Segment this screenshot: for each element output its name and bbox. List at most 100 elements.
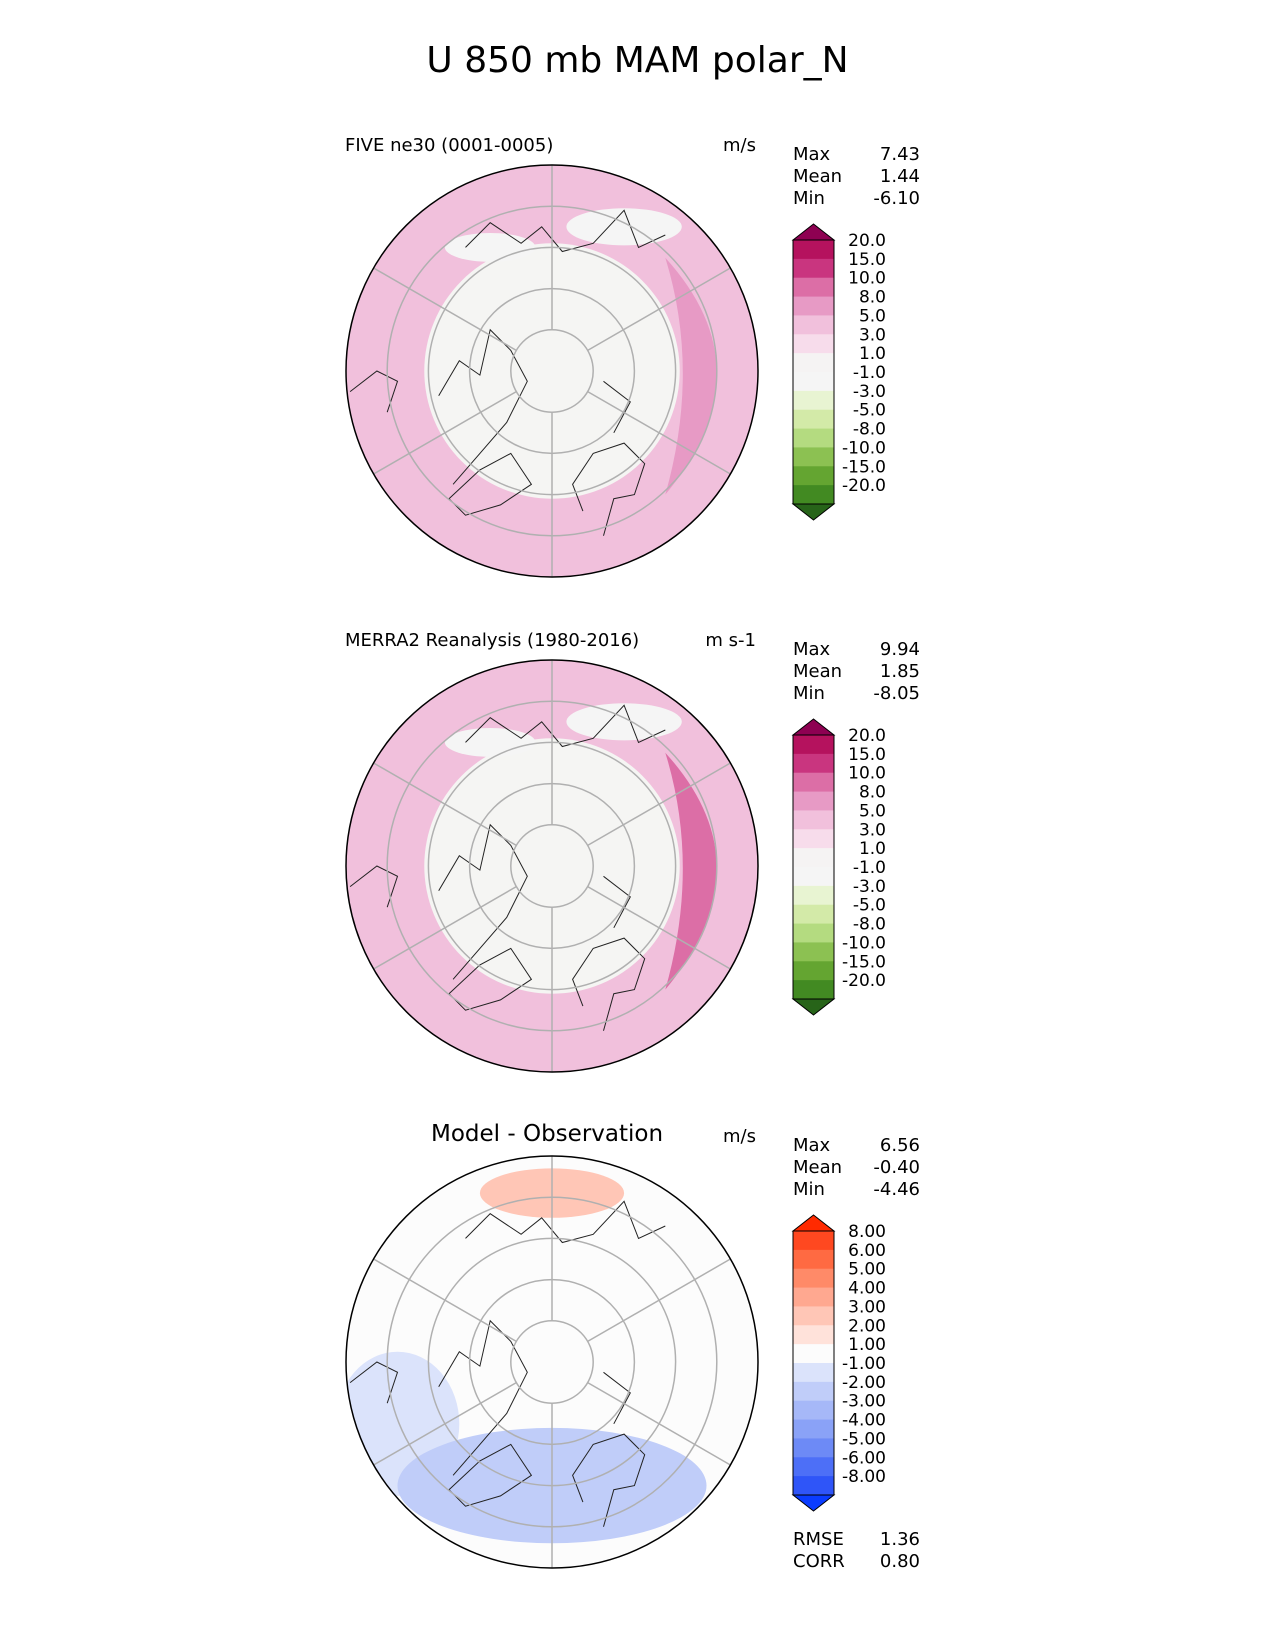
colorbar-tick-label: -1.0: [853, 363, 886, 383]
colorbar-tick-label: 5.0: [859, 306, 886, 326]
coastline: [448, 1443, 533, 1507]
colorbar-segment: [793, 428, 834, 448]
polar-map-2: [345, 659, 759, 1073]
panel-3-corr: 0.80: [879, 1551, 920, 1572]
colorbar-tick-label: 1.0: [859, 839, 886, 859]
colorbar-1: 20.015.010.08.05.03.01.0-1.0-3.0-5.0-8.0…: [791, 223, 886, 521]
colorbar-tick-label: -1.00: [842, 1354, 886, 1374]
field-east-asia: [566, 703, 682, 741]
colorbar-tick-label: -3.00: [842, 1392, 886, 1412]
panel-1-stats: Max 7.43 Mean 1.44 Min -6.10: [793, 144, 920, 209]
colorbar-segment: [793, 485, 834, 505]
coastline: [448, 452, 533, 516]
colorbar-segment: [793, 372, 834, 392]
field-inner-calm: [424, 243, 680, 499]
colorbar-tick-label: 2.00: [848, 1316, 886, 1336]
colorbar-segment: [793, 923, 834, 943]
colorbar-segment: [793, 1287, 834, 1307]
colorbar-segment: [793, 1325, 834, 1345]
colorbar-extend-bottom: [791, 998, 836, 1016]
colorbar-tick-label: -5.0: [853, 896, 886, 916]
colorbar-tick-label: 20.0: [848, 231, 886, 251]
colorbar-extend-top: [791, 718, 836, 736]
colorbar-segment: [793, 447, 834, 467]
panel-1-title: FIVE ne30 (0001-0005): [345, 135, 554, 156]
coastline: [448, 947, 533, 1011]
colorbar-tick-label: -15.0: [842, 952, 886, 972]
panel-2-units: m s-1: [705, 630, 756, 651]
colorbar-segment: [793, 277, 834, 298]
colorbar-segment: [793, 772, 834, 793]
colorbar-segment: [793, 296, 834, 316]
panel-3-max: 6.56: [879, 1135, 920, 1156]
colorbar-tick-label: 4.00: [848, 1279, 886, 1299]
colorbar-segment: [793, 867, 834, 887]
panel-3-rmse: 1.36: [879, 1529, 920, 1550]
field-atlantic-jet: [665, 752, 717, 990]
coastline: [438, 823, 528, 980]
field-pole-negative: [506, 1304, 598, 1379]
panel-2-stats: Max 9.94 Mean 1.85 Min -8.05: [793, 639, 920, 704]
panel-3-title: Model - Observation: [431, 1121, 664, 1147]
field-canadian-arctic: [444, 727, 536, 757]
colorbar-segment: [793, 1268, 834, 1289]
colorbar-tick-label: -4.00: [842, 1411, 886, 1431]
panel-3-units: m/s: [723, 1126, 756, 1147]
colorbar-segment: [793, 942, 834, 962]
colorbar-tick-label: -6.00: [842, 1448, 886, 1468]
colorbar-segment: [793, 1476, 834, 1496]
colorbar-segment: [793, 1419, 834, 1439]
colorbar-segment: [793, 258, 834, 279]
colorbar-segment: [793, 1344, 834, 1364]
colorbar-segment: [793, 240, 834, 260]
colorbar-tick-label: -20.0: [842, 476, 886, 496]
colorbar-segment: [793, 1306, 834, 1326]
meridian-line: [587, 390, 731, 475]
colorbar-extend-top: [791, 223, 836, 241]
colorbar-tick-label: -15.0: [842, 457, 886, 477]
map-boundary: [345, 1155, 759, 1569]
colorbar-tick-label: 1.00: [848, 1335, 886, 1355]
colorbar-segment: [793, 810, 834, 830]
panel-2-mean: 1.85: [879, 661, 920, 682]
panel-1-max: 7.43: [879, 144, 920, 165]
meridian-line: [587, 762, 731, 847]
panel-3-min: -4.46: [873, 1179, 920, 1200]
colorbar-segment: [793, 885, 834, 906]
colorbar-segment: [793, 1249, 834, 1270]
colorbar-tick-label: 20.0: [848, 726, 886, 746]
colorbar-tick-label: -1.0: [853, 858, 886, 878]
colorbar-2: 20.015.010.08.05.03.01.0-1.0-3.0-5.0-8.0…: [791, 718, 886, 1016]
colorbar-segment: [793, 315, 834, 335]
colorbar-frame: [792, 239, 835, 505]
colorbar-tick-label: -8.0: [853, 420, 886, 440]
panel-1-min: -6.10: [873, 188, 920, 209]
colorbar-tick-label: -3.0: [853, 877, 886, 897]
colorbar-segment: [793, 334, 834, 354]
colorbar-segment: [793, 753, 834, 774]
meridian-line: [373, 762, 517, 847]
colorbar-segment: [793, 353, 834, 373]
coastline: [572, 442, 646, 536]
colorbar-extend-bottom: [791, 503, 836, 521]
panel-1-mean: 1.44: [879, 166, 920, 187]
colorbar-segment: [793, 1381, 834, 1402]
coastline: [465, 209, 666, 253]
colorbar-tick-label: -8.00: [842, 1467, 886, 1487]
colorbar-segment: [793, 409, 834, 430]
colorbar-extend-top: [791, 1214, 836, 1232]
colorbar-tick-label: -10.0: [842, 933, 886, 953]
colorbar-tick-label: 10.0: [848, 269, 886, 289]
coastline: [438, 328, 528, 485]
meridian-line: [373, 1381, 517, 1466]
colorbar-segment: [793, 1231, 834, 1251]
colorbar-tick-label: 5.00: [848, 1260, 886, 1280]
colorbar-frame: [792, 734, 835, 1000]
coastline: [465, 1200, 666, 1244]
colorbar-tick-label: 8.0: [859, 783, 886, 803]
colorbar-segment: [793, 1363, 834, 1383]
colorbar-extend-bottom: [791, 1494, 836, 1512]
map-boundary: [345, 659, 759, 1073]
colorbar-segment: [793, 904, 834, 925]
